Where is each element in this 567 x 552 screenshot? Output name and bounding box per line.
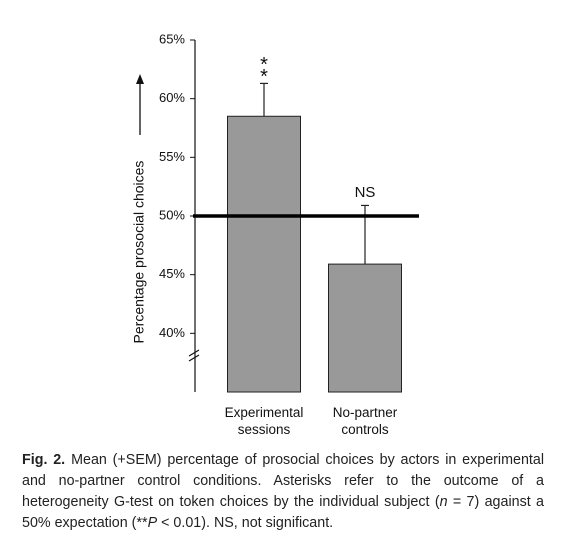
y-arrow-head	[136, 74, 144, 84]
y-tick-label: 40%	[159, 325, 185, 340]
chart: Percentage prosocial choices 40% 45% 50% 55…	[131, 31, 419, 393]
x-tick-label: Experimental sessions	[224, 405, 304, 437]
y-tick-label: 55%	[159, 149, 185, 164]
caption-label: Fig. 2.	[22, 452, 66, 468]
y-tick-label: 60%	[159, 90, 185, 105]
caption-text: n	[439, 494, 448, 510]
axis-break	[188, 349, 200, 357]
annotation: NS	[354, 184, 376, 202]
x-tick-label: No-partner controls	[332, 405, 398, 437]
bar	[328, 263, 402, 393]
bar	[227, 115, 301, 393]
y-tick-label: 65%	[159, 31, 185, 46]
annotation: **	[260, 54, 268, 89]
caption-text: Mean (+SEM) percentage of prosocial choi…	[22, 452, 544, 510]
caption-text: = 7) against a 50% expectation (**	[22, 494, 544, 531]
y-axis-label: Percentage prosocial choices	[131, 161, 147, 344]
caption: Fig. 2. Mean (+SEM) percentage of prosoci…	[22, 450, 544, 534]
axis-break	[188, 354, 200, 362]
y-tick-label: 50%	[159, 207, 185, 222]
caption-text: P	[147, 515, 158, 531]
caption-text: < 0.01). NS, not significant.	[157, 515, 334, 531]
y-tick-label: 45%	[159, 266, 185, 281]
